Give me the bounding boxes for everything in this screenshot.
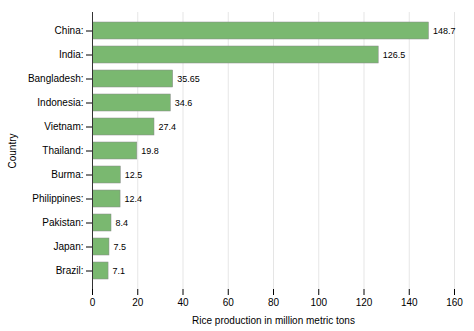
svg-text:80: 80	[268, 297, 280, 308]
svg-text:7.1: 7.1	[113, 266, 126, 276]
svg-text:100: 100	[310, 297, 327, 308]
svg-text:Country: Country	[7, 133, 18, 168]
svg-text:35.65: 35.65	[177, 74, 200, 84]
svg-text:40: 40	[177, 297, 189, 308]
svg-text:20: 20	[132, 297, 144, 308]
svg-text:Indonesia:: Indonesia:	[37, 97, 83, 108]
svg-text:Japan:: Japan:	[53, 241, 83, 252]
svg-text:Bangladesh:: Bangladesh:	[28, 73, 84, 84]
svg-text:34.6: 34.6	[175, 98, 193, 108]
svg-text:160: 160	[446, 297, 463, 308]
svg-text:7.5: 7.5	[113, 242, 126, 252]
svg-text:19.8: 19.8	[141, 146, 159, 156]
svg-text:140: 140	[401, 297, 418, 308]
svg-text:Rice production in million met: Rice production in million metric tons	[192, 315, 355, 326]
svg-text:Philippines:: Philippines:	[32, 193, 83, 204]
svg-text:120: 120	[356, 297, 373, 308]
svg-text:Burma:: Burma:	[51, 169, 83, 180]
svg-text:China:: China:	[55, 25, 84, 36]
svg-text:8.4: 8.4	[116, 218, 129, 228]
svg-text:India:: India:	[59, 49, 83, 60]
svg-text:148.7: 148.7	[433, 26, 456, 36]
svg-text:126.5: 126.5	[383, 50, 406, 60]
svg-text:12.5: 12.5	[125, 170, 143, 180]
svg-text:27.4: 27.4	[158, 122, 176, 132]
svg-text:Brazil:: Brazil:	[56, 265, 84, 276]
svg-text:60: 60	[223, 297, 235, 308]
svg-text:Vietnam:: Vietnam:	[44, 121, 83, 132]
svg-text:0: 0	[90, 297, 96, 308]
svg-text:Pakistan:: Pakistan:	[42, 217, 83, 228]
svg-text:Thailand:: Thailand:	[42, 145, 83, 156]
svg-text:12.4: 12.4	[125, 194, 143, 204]
